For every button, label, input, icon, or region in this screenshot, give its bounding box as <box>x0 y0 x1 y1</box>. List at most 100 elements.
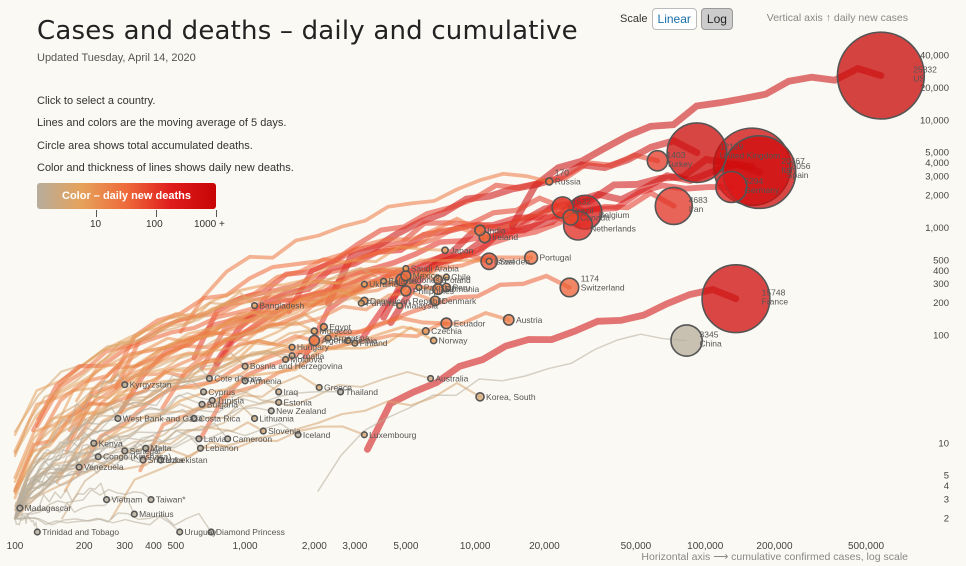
country-label: Taiwan* <box>156 495 186 505</box>
x-tick-label: 5,000 <box>393 541 418 552</box>
page-title: Cases and deaths – daily and cumulative <box>37 16 578 46</box>
country-label: Netherlands <box>590 224 636 234</box>
country-bubble <box>208 396 216 405</box>
country-label: Congo (Kinshasa) <box>103 452 171 462</box>
country-label: Lebanon <box>205 443 238 453</box>
series-line <box>64 291 437 454</box>
country-label: Vietnam <box>111 495 142 505</box>
country-bubble <box>319 322 329 332</box>
country-label: Estonia <box>283 397 312 407</box>
series-line <box>14 481 108 520</box>
country-label: Panama <box>366 298 398 308</box>
legend-tick-mark <box>156 210 157 217</box>
note-color: Color and thickness of lines shows daily… <box>37 161 294 174</box>
country-bubble <box>379 277 388 285</box>
country-label: India <box>487 225 506 235</box>
country-bubble <box>275 398 283 406</box>
country-label: Kenya <box>99 438 123 448</box>
x-tick-label: 100 <box>7 541 24 552</box>
series-line <box>14 372 126 520</box>
y-tick-label: 10 <box>938 438 949 449</box>
country-label: Austria <box>516 315 543 325</box>
country-label: Algeria <box>321 336 348 346</box>
country-label: Diamond Princess <box>216 527 285 537</box>
country-bubble <box>199 388 208 396</box>
country-label: Chile <box>451 272 471 282</box>
country-bubble <box>250 301 259 310</box>
country-label: Croatia <box>297 351 325 361</box>
scale-toggle: Scale Linear Log <box>620 8 733 30</box>
country-bubble <box>701 264 771 334</box>
death-count-label: 12129 <box>720 142 744 152</box>
y-tick-label: 40,000 <box>920 50 949 61</box>
country-bubble <box>441 246 449 255</box>
scale-label: Scale <box>620 13 648 25</box>
series-line <box>13 374 321 520</box>
country-bubble <box>288 352 296 360</box>
country-bubble <box>90 439 98 447</box>
country-bubble <box>474 224 486 237</box>
country-bubble <box>241 362 249 370</box>
linear-button[interactable]: Linear <box>651 8 697 30</box>
vertical-axis-label: Vertical axis ↑ daily new cases <box>766 12 908 24</box>
country-label: Belarus <box>388 276 417 286</box>
country-label: Japan <box>450 245 473 255</box>
country-bubble <box>196 444 205 452</box>
country-label: Venezuela <box>84 462 124 472</box>
y-tick-label: 10,000 <box>920 115 949 126</box>
country-label: Sri Lanka <box>148 455 184 465</box>
x-tick-label: 2,000 <box>302 541 327 552</box>
country-bubble <box>310 327 319 335</box>
country-bubble <box>441 282 452 293</box>
country-bubble <box>267 407 275 415</box>
y-tick-label: 3 <box>944 495 949 506</box>
country-label: Luxembourg <box>369 430 417 440</box>
y-tick-label: 100 <box>933 331 949 342</box>
country-label: Bulgaria <box>207 399 238 409</box>
series-line <box>178 171 552 334</box>
series-line <box>13 425 366 520</box>
country-bubble <box>836 31 926 120</box>
horizontal-axis-label: Horizontal axis ⟶ cumulative confirmed c… <box>641 551 908 563</box>
country-bubble <box>176 528 184 536</box>
country-label: Ireland <box>492 232 518 242</box>
country-label: Costa Rica <box>199 413 241 423</box>
country-label: Hungary <box>297 342 330 352</box>
country-label: Israel <box>494 256 515 266</box>
country-label: Moldova <box>290 354 322 364</box>
country-bubble <box>94 453 102 461</box>
country-label: Bosnia and Herzegovina <box>250 361 343 371</box>
country-label: Malta <box>151 443 172 453</box>
country-bubble <box>670 324 704 357</box>
country-bubble <box>205 374 214 383</box>
country-label: Kyrgyzstan <box>130 380 172 390</box>
note-lines: Lines and colors are the moving average … <box>37 117 287 130</box>
country-bubble <box>288 343 296 351</box>
country-label: Peru <box>452 282 470 292</box>
country-bubble <box>400 285 412 297</box>
y-tick-label: 400 <box>933 266 949 277</box>
y-tick-label: 1,000 <box>925 223 949 234</box>
series-line <box>30 296 401 458</box>
country-label: Cote d'Ivoire <box>214 373 262 383</box>
country-label: Canada <box>580 213 610 223</box>
log-button[interactable]: Log <box>700 8 733 30</box>
country-bubble <box>147 495 155 504</box>
x-tick-label: 300 <box>116 541 133 552</box>
note-circle: Circle area shows total accumulated deat… <box>37 139 253 152</box>
country-label: Thailand <box>345 387 378 397</box>
country-bubble <box>315 383 323 392</box>
country-label: Czechia <box>431 326 462 336</box>
country-label: Belgium <box>599 210 630 220</box>
country-bubble <box>562 209 579 226</box>
series-line <box>13 338 294 500</box>
country-label: Lithuania <box>259 413 294 423</box>
country-bubble <box>250 414 259 423</box>
country-label: Dominican Republic <box>370 296 446 306</box>
country-bubble <box>396 301 404 310</box>
country-bubble <box>360 431 368 439</box>
series-line <box>110 381 482 520</box>
country-bubble <box>429 336 438 345</box>
series-line <box>13 336 356 495</box>
